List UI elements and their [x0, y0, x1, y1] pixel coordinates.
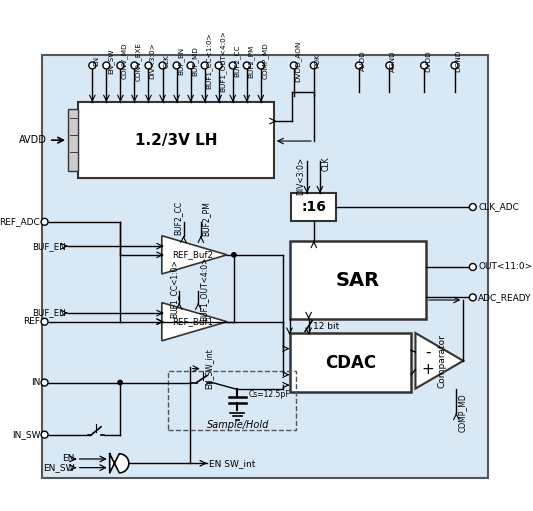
Circle shape: [470, 203, 477, 211]
Text: CLK: CLK: [321, 157, 330, 171]
Text: CONV_MD: CONV_MD: [122, 43, 128, 79]
Circle shape: [41, 379, 48, 386]
Text: -: -: [425, 344, 430, 360]
Text: REF_Buf2: REF_Buf2: [172, 250, 213, 259]
Circle shape: [310, 62, 317, 69]
Text: IN_SW: IN_SW: [12, 430, 40, 439]
Text: DIV<3:0>: DIV<3:0>: [296, 157, 305, 195]
Circle shape: [421, 62, 427, 69]
FancyBboxPatch shape: [68, 109, 78, 171]
Text: BUF1_CC<1:0>: BUF1_CC<1:0>: [169, 259, 179, 318]
Text: BUF1_OUT<4:0>: BUF1_OUT<4:0>: [199, 257, 208, 321]
Circle shape: [41, 318, 48, 325]
Text: SAR: SAR: [336, 270, 380, 290]
FancyBboxPatch shape: [289, 241, 426, 319]
Text: Cs=12.5pF: Cs=12.5pF: [249, 390, 290, 399]
Text: DVDD_AON: DVDD_AON: [295, 40, 302, 82]
Circle shape: [229, 62, 236, 69]
Text: CLK: CLK: [164, 54, 169, 68]
Polygon shape: [415, 333, 463, 388]
Text: 12 bit: 12 bit: [313, 321, 339, 331]
Text: EN SW_int: EN SW_int: [209, 459, 255, 468]
Circle shape: [159, 62, 166, 69]
Circle shape: [187, 62, 194, 69]
Circle shape: [470, 294, 477, 301]
Text: BUF1_CC<1:0>: BUF1_CC<1:0>: [206, 33, 212, 89]
Text: BUF_EN: BUF_EN: [33, 242, 66, 250]
Text: COMP_MD: COMP_MD: [262, 43, 269, 80]
Text: OUT<11:0>: OUT<11:0>: [478, 263, 532, 271]
Text: +: +: [421, 362, 434, 377]
Polygon shape: [110, 454, 129, 473]
Circle shape: [131, 62, 138, 69]
Circle shape: [451, 62, 458, 69]
Text: BUF2_CC: BUF2_CC: [233, 45, 240, 78]
Text: BUF1_OUT<4:0>: BUF1_OUT<4:0>: [220, 30, 227, 92]
Text: CONV_EXE: CONV_EXE: [135, 41, 142, 81]
Text: EN_SW_int: EN_SW_int: [204, 349, 213, 389]
Circle shape: [257, 62, 264, 69]
Circle shape: [215, 62, 222, 69]
Text: Sample/Hold: Sample/Hold: [207, 420, 270, 430]
Circle shape: [41, 218, 48, 225]
Text: POK: POK: [314, 54, 321, 68]
Text: DGND: DGND: [455, 50, 462, 72]
Text: CLK_ADC: CLK_ADC: [478, 202, 519, 212]
Text: AVDD: AVDD: [360, 51, 366, 72]
Text: :16: :16: [301, 200, 326, 214]
Circle shape: [145, 62, 152, 69]
FancyBboxPatch shape: [291, 193, 336, 221]
Text: BUF2_PM: BUF2_PM: [202, 201, 211, 236]
Text: REF: REF: [23, 317, 40, 326]
Text: BUF_EN: BUF_EN: [33, 309, 66, 317]
Text: AVDD: AVDD: [19, 135, 47, 145]
Polygon shape: [162, 303, 227, 341]
FancyBboxPatch shape: [289, 333, 411, 392]
FancyBboxPatch shape: [78, 102, 274, 178]
Text: AGND: AGND: [390, 50, 396, 72]
Text: 1.2/3V LH: 1.2/3V LH: [135, 133, 217, 148]
Text: EN: EN: [62, 454, 75, 463]
Circle shape: [117, 62, 124, 69]
Text: BUF_EN: BUF_EN: [177, 47, 184, 75]
Circle shape: [173, 62, 180, 69]
Text: EN: EN: [93, 56, 99, 66]
Text: BUF2_CC: BUF2_CC: [174, 201, 183, 236]
Circle shape: [244, 62, 251, 69]
Circle shape: [290, 62, 297, 69]
Circle shape: [201, 62, 208, 69]
Text: DVDD: DVDD: [425, 50, 431, 72]
FancyBboxPatch shape: [42, 55, 488, 478]
Text: IN: IN: [31, 378, 40, 387]
Text: COMP_MD: COMP_MD: [458, 393, 467, 432]
Circle shape: [470, 264, 477, 270]
Text: EN_SW: EN_SW: [44, 463, 75, 472]
Text: Comparator: Comparator: [437, 334, 446, 388]
Circle shape: [118, 380, 122, 385]
Text: CDAC: CDAC: [325, 354, 376, 371]
Circle shape: [89, 62, 96, 69]
Circle shape: [41, 431, 48, 438]
Text: REF_ADC: REF_ADC: [0, 217, 40, 226]
Circle shape: [356, 62, 362, 69]
Text: DIV<3:0>: DIV<3:0>: [149, 43, 155, 80]
Text: REF_Buf1: REF_Buf1: [172, 317, 213, 326]
Text: BUF_MD: BUF_MD: [191, 46, 198, 76]
Circle shape: [386, 62, 393, 69]
Circle shape: [103, 62, 110, 69]
Circle shape: [232, 252, 236, 257]
Text: EN_SW: EN_SW: [107, 49, 114, 74]
Text: BUF2_PM: BUF2_PM: [248, 44, 254, 78]
Polygon shape: [162, 236, 227, 274]
Text: ADC_READY: ADC_READY: [478, 293, 531, 302]
